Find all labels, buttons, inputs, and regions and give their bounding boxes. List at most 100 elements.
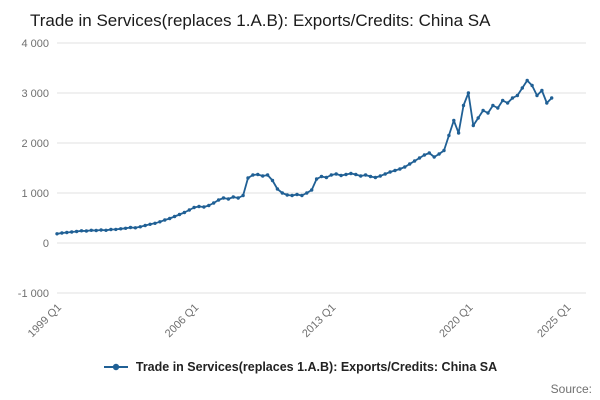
data-point[interactable] <box>388 170 392 175</box>
data-point[interactable] <box>270 179 275 183</box>
data-point[interactable] <box>422 153 427 158</box>
data-point[interactable] <box>520 86 524 91</box>
data-point[interactable] <box>143 224 147 228</box>
data-point[interactable] <box>393 169 397 173</box>
data-point[interactable] <box>314 177 319 182</box>
data-point[interactable] <box>476 116 480 121</box>
data-point[interactable] <box>275 187 280 192</box>
data-point[interactable] <box>442 149 446 153</box>
data-point[interactable] <box>104 228 108 233</box>
data-point[interactable] <box>310 188 314 193</box>
data-point[interactable] <box>212 201 216 206</box>
data-point[interactable] <box>138 225 142 229</box>
data-point[interactable] <box>461 104 466 108</box>
data-point[interactable] <box>60 231 64 236</box>
data-point[interactable] <box>417 156 422 161</box>
data-point[interactable] <box>280 191 284 196</box>
data-point[interactable] <box>70 230 74 235</box>
data-point[interactable] <box>133 226 138 230</box>
data-point[interactable] <box>231 195 235 200</box>
legend-item[interactable]: Trade in Services(replaces 1.A.B): Expor… <box>0 360 600 374</box>
data-point[interactable] <box>383 172 387 177</box>
data-point[interactable] <box>466 91 471 96</box>
data-point[interactable] <box>349 172 353 176</box>
data-point[interactable] <box>89 228 94 233</box>
data-point[interactable] <box>236 196 240 201</box>
data-point[interactable] <box>300 194 304 198</box>
data-point[interactable] <box>119 227 123 231</box>
data-point[interactable] <box>398 167 402 172</box>
data-point[interactable] <box>535 94 539 98</box>
data-point[interactable] <box>456 131 461 136</box>
data-point[interactable] <box>109 228 113 232</box>
data-point[interactable] <box>496 106 500 111</box>
data-point[interactable] <box>265 173 270 178</box>
data-point[interactable] <box>221 196 226 201</box>
data-point[interactable] <box>153 221 157 226</box>
data-point[interactable] <box>545 101 549 106</box>
data-point[interactable] <box>339 174 343 178</box>
data-point[interactable] <box>481 109 485 113</box>
data-point[interactable] <box>368 175 373 179</box>
data-point[interactable] <box>319 175 324 179</box>
data-point[interactable] <box>163 218 167 223</box>
data-point[interactable] <box>226 197 231 202</box>
data-point[interactable] <box>359 174 363 179</box>
data-point[interactable] <box>354 173 358 177</box>
data-point[interactable] <box>261 174 265 179</box>
data-point[interactable] <box>344 173 348 177</box>
data-point[interactable] <box>114 228 118 232</box>
data-point[interactable] <box>525 79 529 83</box>
data-point[interactable] <box>192 206 196 210</box>
data-point[interactable] <box>251 173 255 178</box>
data-point[interactable] <box>432 155 436 160</box>
data-point[interactable] <box>412 159 417 164</box>
data-point[interactable] <box>128 226 133 230</box>
data-point[interactable] <box>510 96 515 101</box>
data-point[interactable] <box>501 99 505 103</box>
data-point[interactable] <box>65 231 69 235</box>
data-point[interactable] <box>540 89 544 93</box>
data-point[interactable] <box>486 111 490 116</box>
data-point[interactable] <box>241 194 245 198</box>
data-point[interactable] <box>123 226 128 231</box>
data-point[interactable] <box>148 222 152 227</box>
data-point[interactable] <box>79 229 84 233</box>
data-point[interactable] <box>94 229 98 233</box>
data-point[interactable] <box>408 162 412 167</box>
data-point[interactable] <box>285 193 289 198</box>
data-point[interactable] <box>256 173 260 177</box>
data-point[interactable] <box>246 176 250 181</box>
data-point[interactable] <box>290 194 294 198</box>
data-point[interactable] <box>172 215 177 219</box>
data-point[interactable] <box>505 101 510 106</box>
data-point[interactable] <box>207 204 211 208</box>
data-point[interactable] <box>491 104 495 108</box>
data-point[interactable] <box>177 213 182 217</box>
data-point[interactable] <box>99 228 103 233</box>
data-point[interactable] <box>427 151 431 156</box>
data-point[interactable] <box>197 205 201 209</box>
data-point[interactable] <box>452 119 456 123</box>
data-point[interactable] <box>550 96 554 101</box>
data-point[interactable] <box>363 173 368 178</box>
data-point[interactable] <box>187 208 191 213</box>
data-point[interactable] <box>182 211 187 215</box>
data-point[interactable] <box>168 217 172 221</box>
data-point[interactable] <box>334 172 338 177</box>
data-point[interactable] <box>329 173 333 178</box>
data-point[interactable] <box>55 232 59 236</box>
data-point[interactable] <box>530 84 534 88</box>
data-point[interactable] <box>84 229 89 234</box>
data-point[interactable] <box>202 205 206 210</box>
data-point[interactable] <box>378 174 382 179</box>
data-point[interactable] <box>324 176 329 180</box>
data-point[interactable] <box>295 193 299 197</box>
data-point[interactable] <box>471 124 475 128</box>
data-point[interactable] <box>305 191 309 196</box>
data-point[interactable] <box>216 198 221 203</box>
data-point[interactable] <box>515 94 520 98</box>
data-point[interactable] <box>403 165 407 170</box>
data-point[interactable] <box>437 152 441 157</box>
data-point[interactable] <box>373 176 378 180</box>
